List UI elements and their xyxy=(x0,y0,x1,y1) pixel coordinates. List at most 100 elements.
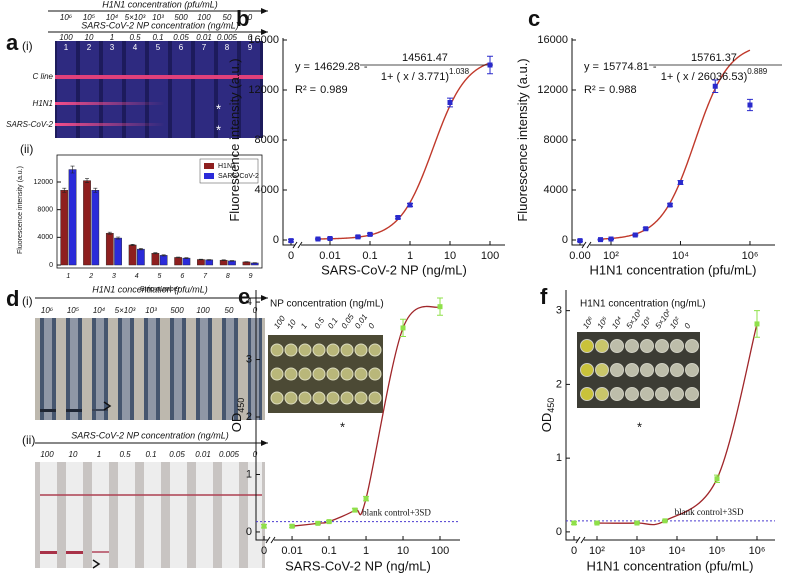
y-axis-label-sub: 450 xyxy=(236,398,246,413)
lane-number: 6 xyxy=(179,43,184,52)
data-point xyxy=(634,520,640,526)
y-tick-label: 0 xyxy=(556,526,562,538)
header-title: H1N1 concentration (pfu/mL) xyxy=(92,284,208,294)
r-squared-label: R² = xyxy=(584,84,605,96)
y-tick-label: 4000 xyxy=(37,234,53,241)
y-tick-label: 1 xyxy=(246,468,252,480)
inset-level: 0.1 xyxy=(326,316,340,330)
r-squared: R² = 0.989 xyxy=(295,84,348,96)
y-axis-label-text: OD xyxy=(229,413,244,433)
x-tick-label: 10⁴ xyxy=(672,250,689,262)
r-squared-value: 0.989 xyxy=(320,84,348,96)
level-label: 10⁵ xyxy=(83,13,96,22)
threshold-label: blank control+3SD xyxy=(675,507,744,517)
x-axis-label: H1N1 concentration (pfu/mL) xyxy=(590,262,757,277)
y-tick-label: 4 xyxy=(246,296,252,308)
equation-part: 1+ ( x / xyxy=(381,71,416,83)
level-label: 0.05 xyxy=(173,33,189,42)
x-tick-label: 10⁴ xyxy=(669,545,686,557)
panel-letter: e xyxy=(238,284,250,309)
legend-swatch xyxy=(204,173,214,179)
level-label: 50 xyxy=(225,306,234,315)
x-tick-label: 1 xyxy=(407,250,413,262)
strip-photo xyxy=(35,318,265,420)
x-tick-label: 9 xyxy=(249,273,253,280)
plot-frame xyxy=(56,154,263,269)
x-tick-label: 8 xyxy=(226,273,230,280)
level-label: 10 xyxy=(85,33,94,42)
x-tick-label: 100 xyxy=(481,250,499,262)
level-label: 10⁵ xyxy=(67,306,80,315)
data-point xyxy=(712,83,718,89)
axis-break-gap xyxy=(584,242,590,248)
row-label: C line xyxy=(33,72,54,81)
inset-title: NP concentration (ng/mL) xyxy=(270,299,384,310)
equation-part: ) xyxy=(445,71,449,83)
well-plate-photo xyxy=(577,332,700,408)
inset-level: 0.01 xyxy=(353,312,369,330)
inset-level: 10³ xyxy=(639,315,653,330)
level-label: 10 xyxy=(69,450,78,459)
x-tick-label: 10² xyxy=(589,545,605,557)
panel-letter: f xyxy=(540,284,548,309)
y-axis-label-sub: 450 xyxy=(546,398,556,413)
inset-level: 0.05 xyxy=(339,312,356,330)
x-tick-label: 0.00 xyxy=(569,250,590,262)
y-tick-label: 0 xyxy=(49,262,53,269)
level-label: 0 xyxy=(248,13,253,22)
equation-part: - xyxy=(364,61,368,73)
data-point xyxy=(747,102,753,108)
x-tick-label: 0 xyxy=(288,250,294,262)
header-title: SARS-CoV-2 NP concentration (ng/mL) xyxy=(81,20,238,30)
bar xyxy=(91,190,100,266)
lane-number: 8 xyxy=(225,43,230,52)
level-label: 0.01 xyxy=(196,33,212,42)
error-bar xyxy=(70,165,75,174)
data-point xyxy=(289,523,295,529)
data-point xyxy=(577,238,583,244)
level-label: 5×10³ xyxy=(125,13,146,22)
axes xyxy=(282,38,505,246)
level-label: 0.5 xyxy=(119,450,131,459)
axis-break-gap xyxy=(295,242,301,248)
y-tick-label: 8000 xyxy=(544,134,568,146)
row-label: SARS-CoV-2 xyxy=(6,120,53,129)
header-title: SARS-CoV-2 NP concentration (ng/mL) xyxy=(71,430,228,440)
asterisk: * xyxy=(216,122,221,137)
y-axis-label-text: OD xyxy=(539,413,554,433)
x-tick-label: 100 xyxy=(431,545,449,557)
data-point xyxy=(315,236,321,242)
bar xyxy=(205,259,214,266)
asterisk: * xyxy=(216,101,221,116)
data-point xyxy=(643,226,649,232)
x-tick-label: 0.1 xyxy=(362,250,377,262)
data-point xyxy=(261,523,267,529)
r-squared: R² = 0.988 xyxy=(584,84,637,96)
axis-break xyxy=(292,241,303,249)
equation-numerator: 14561.47 xyxy=(402,52,448,64)
error-bar xyxy=(138,248,143,251)
y-tick-label: 12000 xyxy=(248,84,279,96)
legend-swatch xyxy=(204,163,214,169)
bar xyxy=(219,259,228,266)
y-tick-label: 3 xyxy=(246,353,252,365)
x-axis-label: SARS-CoV-2 NP (ng/mL) xyxy=(285,558,431,573)
bar xyxy=(83,180,91,266)
equation-part: 1+ ( x / xyxy=(661,71,696,83)
level-label: 100 xyxy=(40,450,54,459)
x-tick-label: 4 xyxy=(135,273,139,280)
data-point xyxy=(352,507,358,513)
inset-level: 1 xyxy=(299,322,309,331)
level-label: 10³ xyxy=(145,306,157,315)
strip-photo xyxy=(35,462,265,569)
data-point xyxy=(367,231,373,237)
y-tick-label: 3 xyxy=(556,305,562,317)
x-tick-label: 10 xyxy=(397,545,409,557)
level-label: 10⁴ xyxy=(93,306,106,315)
level-label: 0.1 xyxy=(152,33,163,42)
bar xyxy=(159,255,168,266)
asterisk: * xyxy=(637,419,642,434)
strip-photo xyxy=(55,41,263,138)
fit-equation: y = 15774.81- xyxy=(584,61,657,73)
data-point xyxy=(677,180,683,185)
